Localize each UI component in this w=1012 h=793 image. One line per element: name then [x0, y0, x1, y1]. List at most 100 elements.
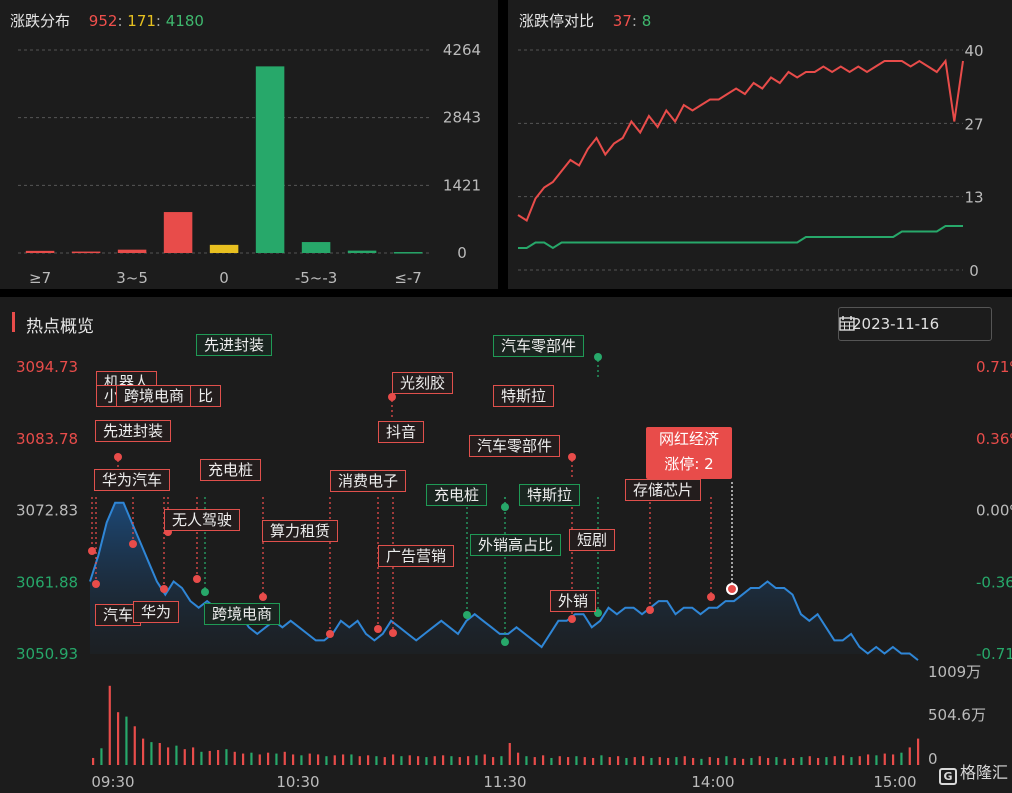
topic-tag[interactable]: 汽车零部件	[493, 335, 585, 357]
y-right-label: 0.36%	[976, 430, 1012, 448]
x-tick-label: 15:00	[873, 773, 916, 791]
tag-dot	[501, 638, 509, 646]
bar-≤-7	[393, 252, 423, 254]
price-area	[90, 502, 918, 661]
up-count: 952	[88, 12, 118, 30]
x-tick-label: -5~-3	[295, 269, 337, 287]
y-left-label: 3050.93	[16, 645, 78, 663]
volume-bar	[408, 755, 411, 765]
x-tick-label: 3~5	[116, 269, 148, 287]
topic-tag[interactable]: 比	[190, 385, 222, 407]
volume-bar	[483, 754, 486, 765]
topic-tag[interactable]: 华为	[133, 601, 180, 623]
topic-tag[interactable]: 光刻胶	[392, 372, 454, 394]
topic-tag[interactable]: 外销	[550, 590, 597, 612]
volume-bar	[367, 755, 370, 765]
topic-tag[interactable]: 存储芯片	[625, 479, 702, 501]
volume-bar	[292, 754, 295, 765]
x-tick-label: 11:30	[483, 773, 526, 791]
y-tick-label: 1421	[443, 176, 481, 194]
topic-tag[interactable]: 短剧	[569, 529, 616, 551]
volume-bar	[233, 751, 236, 765]
volume-bar	[375, 756, 378, 765]
topic-tag[interactable]: 汽车零部件	[469, 435, 561, 457]
volume-bar	[608, 757, 611, 765]
volume-bar	[908, 747, 911, 765]
topic-tag[interactable]: 充电桩	[200, 459, 262, 481]
topic-tag[interactable]: 抖音	[378, 421, 425, 443]
volume-bar	[192, 747, 195, 765]
volume-bar	[775, 757, 778, 765]
limit-panel: 涨跌停对比 37: 8 40 27 13 0	[508, 0, 1012, 289]
volume-bar	[575, 756, 578, 765]
tag-dot	[389, 629, 397, 637]
topic-tag[interactable]: 外销高占比	[470, 534, 562, 556]
x-tick-label: ≤-7	[394, 269, 422, 287]
volume-bar	[758, 756, 761, 765]
topic-tag[interactable]: 跨境电商	[116, 385, 193, 407]
volume-bar	[317, 754, 320, 765]
flat-count: 171	[127, 12, 156, 30]
topic-tag[interactable]: 特斯拉	[519, 484, 581, 506]
callout-dot	[726, 583, 738, 595]
volume-bar	[892, 754, 895, 765]
topic-tag[interactable]: 跨境电商	[204, 603, 281, 625]
volume-bar	[333, 755, 336, 765]
date-value: 2023-11-16	[852, 315, 940, 333]
volume-bar	[875, 755, 878, 765]
down-count: 4180	[165, 12, 204, 30]
x-tick-label: 09:30	[91, 773, 134, 791]
volume-bar	[692, 757, 695, 765]
volume-bar	[108, 685, 111, 765]
topic-tag[interactable]: 算力租赁	[262, 520, 339, 542]
volume-bar	[808, 756, 811, 765]
topic-tag[interactable]: 无人驾驶	[164, 509, 241, 531]
topic-tag[interactable]: 先进封装	[95, 420, 172, 442]
volume-bar	[467, 756, 470, 765]
volume-bar	[258, 754, 261, 765]
volume-bar	[175, 745, 178, 765]
volume-bar	[158, 743, 161, 765]
tag-dot	[193, 575, 201, 583]
volume-bar	[725, 756, 728, 765]
date-picker[interactable]: 2023-11-16	[838, 307, 992, 341]
volume-bar	[475, 755, 478, 765]
tag-dot	[568, 453, 576, 461]
topic-tag[interactable]: 广告营销	[378, 545, 455, 567]
topic-tag[interactable]: 汽车	[95, 604, 142, 626]
volume-bar	[425, 757, 428, 765]
topic-tag[interactable]: 先进封装	[196, 334, 273, 356]
volume-bar	[867, 754, 870, 765]
tag-dot	[374, 625, 382, 633]
x-tick-label: 10:30	[276, 773, 319, 791]
tag-dot	[92, 580, 100, 588]
topic-tag[interactable]: 华为汽车	[94, 469, 171, 491]
bar-7~5	[71, 251, 101, 254]
hover-callout: 网红经济 涨停: 2	[646, 427, 732, 479]
tag-dot	[568, 615, 576, 623]
topic-tag[interactable]: 消费电子	[330, 470, 407, 492]
y-left-label: 3061.88	[16, 573, 78, 591]
volume-bar	[217, 750, 220, 765]
y-right-label: 0.00%	[976, 502, 1012, 520]
bar--3~-5	[301, 242, 331, 253]
y-left-label: 3094.73	[16, 358, 78, 376]
tag-dot	[463, 611, 471, 619]
tag-dot	[388, 393, 396, 401]
volume-bar	[767, 757, 770, 765]
topic-tag[interactable]: 充电桩	[426, 484, 488, 506]
hot-panel: 热点概览 2023-11-16 3094.73 0.71% 3083.78 0.36%…	[0, 297, 1012, 793]
volume-bar	[183, 749, 186, 765]
bar-3~0	[163, 212, 193, 253]
bar-5~3	[117, 249, 147, 253]
volume-bar	[742, 758, 745, 765]
volume-bar	[625, 757, 628, 765]
bar-0	[209, 244, 239, 253]
volume-bar	[708, 757, 711, 765]
topic-tag[interactable]: 特斯拉	[493, 385, 555, 407]
y-tick-label: 13	[964, 189, 983, 207]
volume-bar	[517, 752, 520, 765]
volume-bar	[750, 757, 753, 765]
volume-bar	[350, 754, 353, 765]
y-right-label: -0.36%	[976, 573, 1012, 591]
